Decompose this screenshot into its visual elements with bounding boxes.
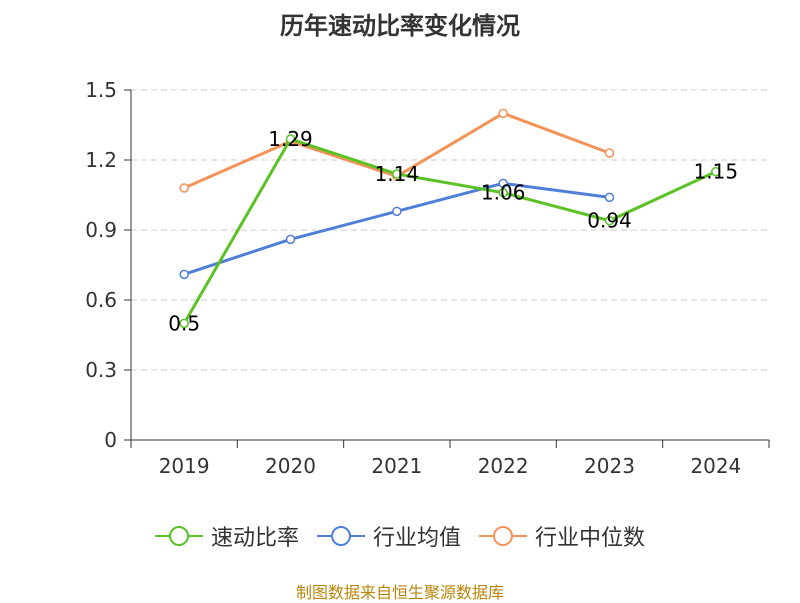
data-point	[179, 183, 189, 193]
series-line	[183, 181, 610, 276]
legend-marker-icon	[154, 526, 203, 546]
data-point	[392, 169, 402, 179]
x-tick-label: 2024	[690, 454, 741, 478]
label-layer: 0.5 1.29 1.14 1.06 0.94 1.15	[168, 127, 738, 335]
data-point	[498, 108, 508, 119]
data-point	[604, 192, 615, 203]
y-tick-label: 1.5	[85, 78, 117, 102]
x-tick-label: 2020	[265, 454, 316, 478]
data-label: 1.06	[481, 181, 526, 205]
data-point	[498, 178, 508, 189]
x-tick-label: 2021	[371, 454, 422, 478]
data-point	[179, 269, 189, 280]
y-tick-label: 0.3	[85, 358, 117, 382]
data-point	[711, 166, 721, 177]
series-layer	[179, 108, 721, 329]
x-tick-label: 2019	[159, 454, 210, 478]
y-tick-label: 0.6	[85, 288, 117, 312]
data-point	[498, 187, 508, 198]
x-tick-label: 2023	[584, 454, 635, 478]
data-label: 1.14	[375, 162, 420, 186]
legend-label: 行业均值	[372, 526, 461, 551]
data-point	[604, 215, 615, 226]
data-label: 1.15	[694, 160, 739, 184]
legend: 速动比率 行业均值 行业中位数	[0, 520, 800, 552]
chart-title: 历年速动比率变化情况	[280, 12, 520, 40]
x-tick-label: 2022	[478, 454, 529, 478]
legend-item[interactable]: 行业均值	[316, 520, 461, 552]
y-tick-label: 1.2	[85, 148, 117, 172]
data-point	[604, 148, 615, 158]
legend-marker-icon	[316, 526, 365, 546]
data-label: 1.29	[268, 127, 313, 151]
legend-label: 行业中位数	[535, 526, 646, 551]
legend-item[interactable]: 速动比率	[154, 520, 299, 552]
y-tick-label: 0.9	[85, 218, 117, 242]
y-tick-label: 0	[104, 428, 117, 452]
series-line	[182, 137, 717, 325]
legend-label: 速动比率	[210, 526, 299, 551]
data-point	[285, 134, 296, 144]
data-point	[179, 318, 189, 329]
source-note: 制图数据来自恒生聚源数据库	[295, 583, 504, 602]
data-point	[285, 234, 296, 245]
data-label: 0.5	[168, 311, 200, 335]
data-point	[392, 206, 402, 217]
grid-layer	[131, 89, 769, 371]
legend-item[interactable]: 行业中位数	[479, 520, 645, 552]
legend-marker-icon	[479, 526, 527, 546]
axis-layer: 0 0.3 0.6 0.9 1.2 1.5 2019 2020 2021 2022 2023 2024	[85, 78, 770, 478]
data-label: 0.94	[587, 209, 632, 233]
